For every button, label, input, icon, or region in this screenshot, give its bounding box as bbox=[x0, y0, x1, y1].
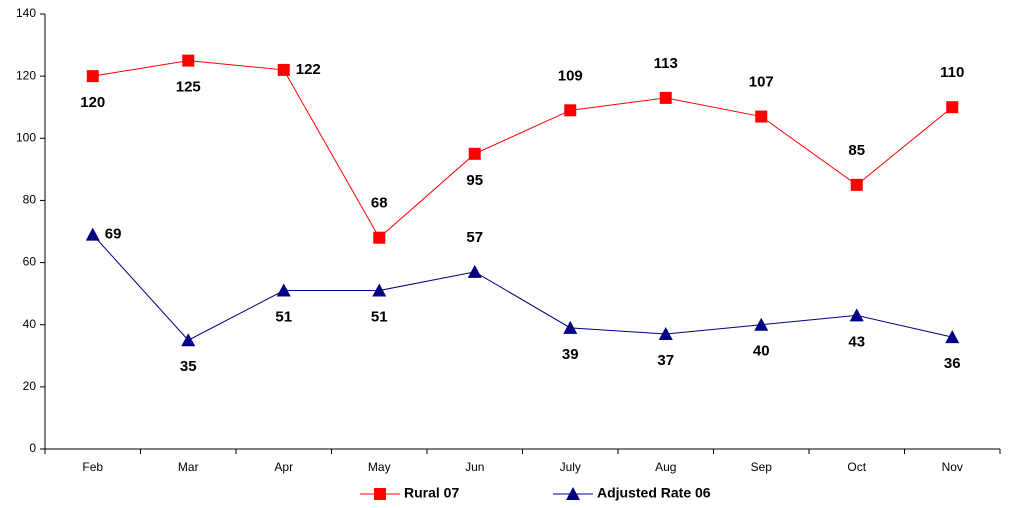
data-label: 110 bbox=[940, 64, 964, 81]
point bbox=[85, 227, 100, 241]
data-label: 107 bbox=[749, 74, 774, 91]
point bbox=[945, 330, 960, 344]
data-label: 113 bbox=[654, 55, 678, 72]
x-tick-label: Sep bbox=[751, 460, 773, 474]
point bbox=[86, 70, 99, 83]
y-tick-label: 40 bbox=[23, 317, 37, 331]
y-tick-label: 60 bbox=[23, 255, 37, 269]
data-label: 51 bbox=[275, 309, 292, 326]
data-label: 35 bbox=[180, 358, 197, 375]
x-tick-label: Oct bbox=[847, 460, 866, 474]
data-label: 125 bbox=[176, 79, 201, 96]
y-tick-label: 140 bbox=[16, 6, 36, 20]
x-tick-label: Nov bbox=[942, 460, 963, 474]
series-line bbox=[92, 60, 953, 239]
point bbox=[181, 333, 196, 347]
x-tick-label: Mar bbox=[178, 460, 199, 474]
point bbox=[182, 54, 195, 67]
x-tick-label: Aug bbox=[655, 460, 676, 474]
point bbox=[849, 308, 864, 322]
legend-marker bbox=[566, 487, 580, 500]
point bbox=[372, 283, 387, 297]
y-tick-label: 120 bbox=[16, 68, 36, 82]
point bbox=[850, 178, 863, 191]
x-tick-label: May bbox=[368, 460, 391, 474]
data-label: 51 bbox=[371, 309, 388, 326]
point bbox=[468, 147, 481, 160]
y-tick-label: 20 bbox=[23, 379, 37, 393]
legend-label: Adjusted Rate 06 bbox=[597, 485, 711, 501]
point bbox=[659, 91, 672, 104]
data-label: 122 bbox=[296, 61, 321, 78]
data-label: 37 bbox=[657, 352, 674, 369]
point bbox=[754, 317, 769, 331]
x-tick-label: July bbox=[560, 460, 581, 474]
point bbox=[658, 327, 673, 341]
x-tick-label: Jun bbox=[465, 460, 484, 474]
data-label: 43 bbox=[848, 333, 865, 350]
point bbox=[946, 101, 959, 114]
data-label: 68 bbox=[371, 195, 388, 212]
data-label: 39 bbox=[562, 346, 579, 363]
point bbox=[564, 104, 577, 117]
data-label: 95 bbox=[466, 172, 483, 189]
data-label: 85 bbox=[848, 142, 865, 159]
x-tick-label: Apr bbox=[274, 460, 293, 474]
data-label: 36 bbox=[944, 355, 961, 372]
series-line bbox=[92, 234, 953, 341]
point bbox=[276, 283, 291, 297]
data-label: 120 bbox=[80, 94, 105, 111]
data-label: 57 bbox=[466, 229, 483, 246]
point bbox=[755, 110, 768, 123]
data-label: 40 bbox=[753, 343, 770, 360]
point bbox=[277, 63, 290, 76]
x-tick-label: Feb bbox=[82, 460, 103, 474]
data-label: 69 bbox=[105, 226, 122, 243]
y-tick-label: 100 bbox=[16, 130, 36, 144]
point bbox=[467, 264, 482, 278]
data-label: 109 bbox=[558, 67, 583, 84]
y-tick-label: 0 bbox=[29, 441, 36, 455]
legend-label: Rural 07 bbox=[404, 485, 459, 501]
legend-marker bbox=[374, 488, 386, 500]
y-tick-label: 80 bbox=[23, 193, 37, 207]
point bbox=[373, 231, 386, 244]
point bbox=[563, 320, 578, 334]
